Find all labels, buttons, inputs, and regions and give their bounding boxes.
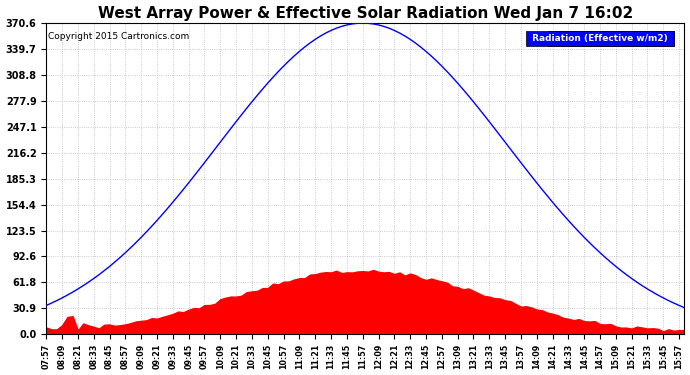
Text: Copyright 2015 Cartronics.com: Copyright 2015 Cartronics.com [48, 33, 189, 42]
Text: Radiation (Effective w/m2): Radiation (Effective w/m2) [529, 34, 671, 43]
Title: West Array Power & Effective Solar Radiation Wed Jan 7 16:02: West Array Power & Effective Solar Radia… [98, 6, 633, 21]
Text: West Array (DC Watts): West Array (DC Watts) [551, 34, 671, 43]
